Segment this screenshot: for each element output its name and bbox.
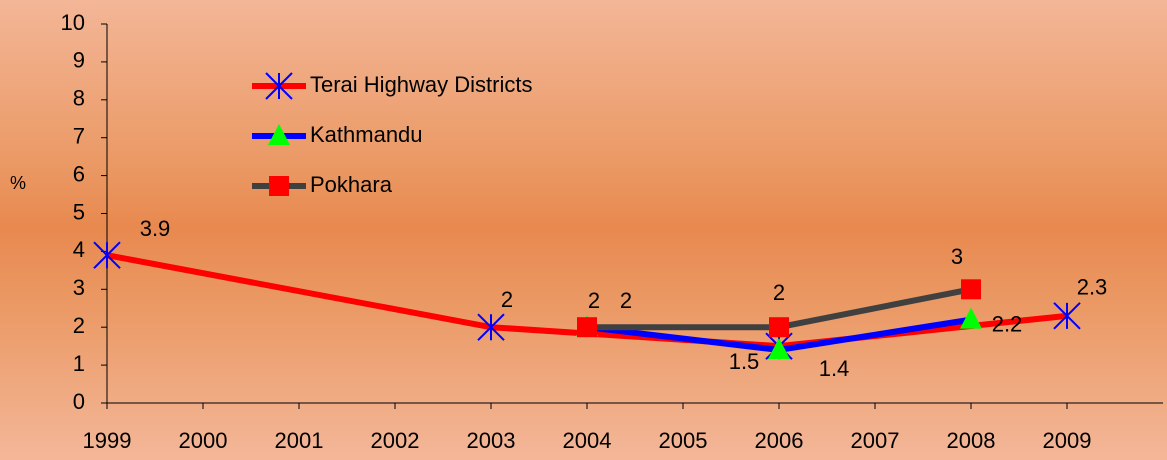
x-tick-label: 2005 [659, 428, 708, 453]
y-tick-label: 7 [73, 124, 85, 149]
data-label: 2 [620, 288, 632, 313]
x-tick-label: 2004 [563, 428, 612, 453]
marker [769, 317, 789, 338]
marker [960, 307, 982, 329]
x-tick-label: 2003 [467, 428, 516, 453]
data-label: 2 [501, 287, 513, 312]
legend-marker [268, 124, 290, 145]
x-tick-label: 2008 [947, 428, 996, 453]
x-tick-label: 2006 [755, 428, 804, 453]
marker [961, 279, 981, 300]
legend-label: Pokhara [310, 172, 393, 197]
data-label: 2 [773, 280, 785, 305]
x-tick-label: 2007 [851, 428, 900, 453]
y-tick-label: 9 [73, 48, 85, 73]
marker [1053, 302, 1081, 330]
marker [477, 313, 505, 341]
x-tick-label: 2002 [371, 428, 420, 453]
x-tick-label: 1999 [83, 428, 132, 453]
y-axis-label: % [10, 173, 26, 193]
y-tick-label: 6 [73, 161, 85, 186]
series-line [106, 252, 1068, 350]
data-label: 2.2 [992, 311, 1023, 336]
data-label: 1.5 [729, 349, 760, 374]
marker [577, 317, 597, 338]
data-label: 2.3 [1077, 275, 1108, 300]
legend-label: Kathmandu [310, 122, 423, 147]
y-tick-label: 1 [73, 351, 85, 376]
legend-label: Terai Highway Districts [310, 72, 533, 97]
legend-marker [269, 176, 289, 196]
marker [93, 241, 121, 269]
x-tick-label: 2000 [179, 428, 228, 453]
data-label: 1.4 [819, 356, 850, 381]
data-label: 3.9 [140, 216, 171, 241]
marker [768, 337, 790, 359]
x-tick-label: 2009 [1043, 428, 1092, 453]
data-label: 3 [951, 244, 963, 269]
y-tick-label: 2 [73, 313, 85, 338]
y-tick-label: 10 [61, 10, 85, 35]
y-tick-label: 0 [73, 389, 85, 414]
data-label: 2 [588, 288, 600, 313]
legend-marker [265, 72, 293, 100]
y-tick-label: 3 [73, 275, 85, 300]
y-tick-label: 8 [73, 86, 85, 111]
y-tick-label: 5 [73, 199, 85, 224]
y-tick-label: 4 [73, 237, 85, 262]
x-tick-label: 2001 [275, 428, 324, 453]
